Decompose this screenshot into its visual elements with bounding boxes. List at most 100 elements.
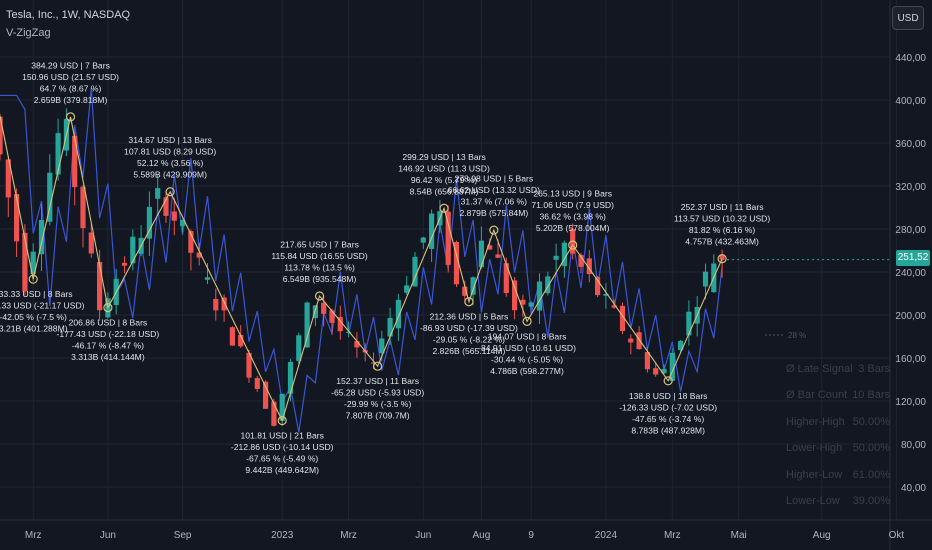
candle-body (528, 302, 534, 307)
pivot-label-line: 212.36 USD | 5 Bars (430, 312, 509, 322)
pivot-label-line: -65.28 USD (-5.93 USD) (331, 388, 424, 398)
candle-body (429, 213, 435, 249)
candle-body (603, 293, 609, 296)
stats-label: Lower-Low (786, 494, 840, 507)
pivot-label-line: 113.57 USD (10.32 USD) (674, 214, 770, 224)
currency-button[interactable]: USD (892, 6, 924, 30)
time-tick-label: 2024 (595, 530, 618, 541)
pivot-marker (439, 203, 449, 213)
pivot-label-line: 31.37 % (7.06 %) (461, 197, 528, 207)
pivot-label-line: 52.12 % (3.56 %) (137, 158, 204, 168)
pivot-label-line: 4.786B (598.277M) (490, 366, 564, 376)
candle-body (155, 188, 161, 199)
candle-body (495, 254, 501, 258)
candle-body (719, 254, 725, 260)
price-tick-label: 360,00 (895, 139, 926, 150)
pivot-label-line: 146.92 USD (11.3 USD) (398, 163, 490, 173)
pivot-label-line: 206.86 USD | 8 Bars (69, 318, 148, 328)
pivot-marker (717, 254, 727, 264)
time-tick-label: Mrz (664, 530, 681, 541)
price-tick-label: 120,00 (895, 397, 926, 408)
candle-body (22, 232, 28, 292)
candle-body (678, 340, 684, 351)
pivot-marker (65, 112, 76, 122)
pivot-label-line: -84.91 USD (-10.61 USD) (478, 343, 576, 353)
candle-body (412, 256, 418, 287)
price-tick-label: 160,00 (895, 354, 926, 365)
candle-body (487, 245, 493, 250)
time-tick-label: Jun (415, 530, 431, 541)
candle-body (97, 261, 103, 311)
pivot-label-line: 233.33 USD | 8 Bars (0, 289, 73, 299)
candle-body (30, 251, 36, 274)
candle-body (196, 252, 202, 258)
candle-body (329, 310, 335, 323)
pivot-label-line: 2.826B (565.114M) (432, 346, 505, 356)
candle-body (213, 298, 219, 311)
candle-body (346, 331, 352, 333)
candle-body (229, 327, 235, 346)
indicator-name[interactable]: V-ZigZag (6, 27, 51, 39)
pivot-label-line: 5.589B (429.909M) (133, 170, 207, 180)
pivot-label-line: -67.65 % (-5.49 %) (246, 454, 318, 464)
candle-body (88, 232, 94, 254)
time-tick-label: Aug (813, 530, 831, 541)
pivot-label-line: -177.43 USD (-22.18 USD) (57, 329, 160, 339)
time-tick-label: Mrz (25, 530, 42, 541)
pivot-label-line: -126.33 USD (-7.02 USD) (619, 402, 717, 412)
time-tick-label: Okt (889, 530, 905, 541)
stats-row: Ø Late Signal 3 Bars (786, 356, 890, 382)
candle-body (72, 135, 78, 188)
candle-body (14, 194, 20, 242)
time-tick-label: 2023 (271, 530, 294, 541)
pivot-label-line: -46.17 % (-8.47 %) (72, 341, 144, 351)
candle-body (595, 277, 601, 296)
pivot-label-line: 8.783B (487.928M) (631, 425, 705, 435)
stats-value: 39.00% (852, 494, 890, 507)
candle-body (661, 368, 667, 374)
pivot-label-line: -29.05 % (-8.22 %) (433, 335, 505, 345)
candle-body (379, 338, 385, 354)
candle-body (80, 186, 86, 229)
candle-body (55, 133, 61, 175)
candle-body (146, 206, 152, 239)
stats-value: 50.00% (852, 415, 890, 428)
statistics-table: Ø Late Signal 3 Bars Ø Bar Count 10 Bars Hig… (786, 356, 890, 514)
candle-body (279, 393, 285, 421)
stats-row: Lower-High 50.00% (786, 435, 890, 461)
stats-value: 50.00% (852, 442, 890, 455)
stats-label: Ø Late Signal (786, 363, 853, 375)
pivot-label-line: -86.93 USD (-17.39 USD) (420, 323, 518, 333)
candle-body (478, 240, 484, 268)
pivot-marker (103, 303, 113, 313)
candle-body (304, 302, 310, 348)
candle-body (5, 159, 11, 198)
pivot-label-line: 2.659B (379.818M) (34, 95, 108, 105)
pivot-label-line: 115.84 USD (16.55 USD) (271, 251, 367, 261)
candle-body (354, 341, 360, 348)
candle-body (636, 332, 642, 350)
candle-body (536, 281, 543, 311)
candle-body (578, 254, 584, 267)
price-tick-label: 440,00 (895, 53, 926, 64)
candle-body (611, 305, 617, 308)
pivot-label-line: 4.757B (432.463M) (685, 237, 759, 247)
stats-row: Higher-Low 61.00% (786, 462, 890, 488)
price-tick-label: 280,00 (895, 225, 926, 236)
last-price-tag: 251,52 (896, 250, 930, 266)
stats-row: Lower-Low 39.00% (786, 488, 890, 514)
pivot-marker (373, 361, 383, 371)
price-tick-label: 40,00 (901, 483, 926, 494)
candle-body (163, 197, 169, 216)
candle-body (238, 334, 244, 347)
pivot-marker (165, 187, 175, 197)
candle-body (512, 280, 518, 311)
time-tick-label: Aug (473, 530, 491, 541)
candle-body (296, 335, 302, 361)
candle-body (38, 219, 45, 255)
pivot-label-line: 217.65 USD | 7 Bars (280, 240, 359, 250)
pivot-label-line: -30.44 % (-5.05 %) (491, 354, 563, 364)
pivot-label-line: 384.29 USD | 7 Bars (31, 60, 110, 70)
